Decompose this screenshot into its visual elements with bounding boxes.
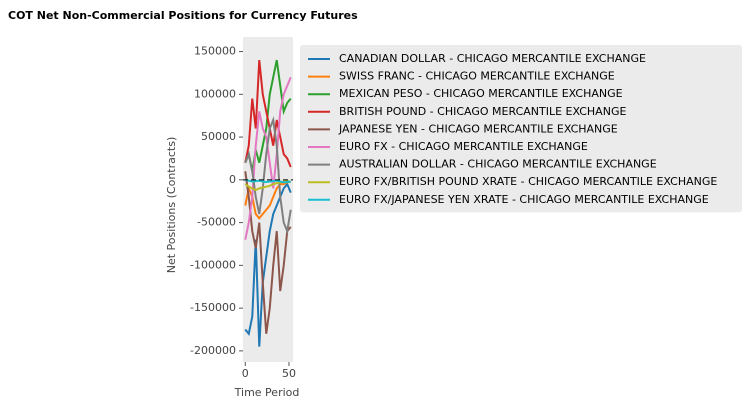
y-tick-label: -100000 — [190, 258, 236, 271]
x-axis-label: Time Period — [234, 386, 300, 399]
chart-title: COT Net Non-Commercial Positions for Cur… — [8, 9, 358, 22]
y-tick-label: 150000 — [194, 45, 236, 58]
plot-background — [243, 37, 293, 362]
plot-area: -200000 -150000 -100000 -50000 0 50000 100000 1… — [190, 37, 296, 380]
legend-label: BRITISH POUND - CHICAGO MERCANTILE EXCHA… — [339, 105, 626, 118]
series-line — [244, 171, 292, 334]
legend-label: SWISS FRANC - CHICAGO MERCANTILE EXCHANG… — [339, 70, 615, 83]
series-line — [245, 178, 291, 184]
legend-label: MEXICAN PESO - CHICAGO MERCANTILE EXCHAN… — [339, 87, 623, 100]
x-tick-label: 0 — [242, 367, 249, 380]
series-line — [244, 182, 292, 347]
y-tick-label: 0 — [229, 173, 236, 186]
legend: CANADIAN DOLLAR - CHICAGO MERCANTILE EXC… — [300, 45, 742, 213]
legend-box — [300, 45, 742, 213]
x-tick-label: 50 — [282, 367, 296, 380]
legend-label: CANADIAN DOLLAR - CHICAGO MERCANTILE EXC… — [339, 52, 646, 65]
y-tick-label: -150000 — [190, 301, 236, 314]
series-line — [244, 116, 292, 235]
series-line — [244, 59, 292, 172]
legend-label: AUSTRALIAN DOLLAR - CHICAGO MERCANTILE E… — [339, 158, 657, 171]
legend-label: EURO FX/BRITISH POUND XRATE - CHICAGO ME… — [339, 175, 717, 188]
y-axis-label: Net Positions (Contracts) — [165, 137, 178, 274]
legend-label: JAPANESE YEN - CHICAGO MERCANTILE EXCHAN… — [338, 122, 618, 135]
series-line — [244, 59, 292, 168]
y-tick-label: 50000 — [201, 130, 236, 143]
legend-label: EURO FX - CHICAGO MERCANTILE EXCHANGE — [339, 140, 588, 153]
y-tick-label: -200000 — [190, 344, 236, 357]
legend-label: EURO FX/JAPANESE YEN XRATE - CHICAGO MER… — [339, 193, 709, 206]
y-tick-label: -50000 — [197, 216, 236, 229]
y-tick-label: 100000 — [194, 87, 236, 100]
